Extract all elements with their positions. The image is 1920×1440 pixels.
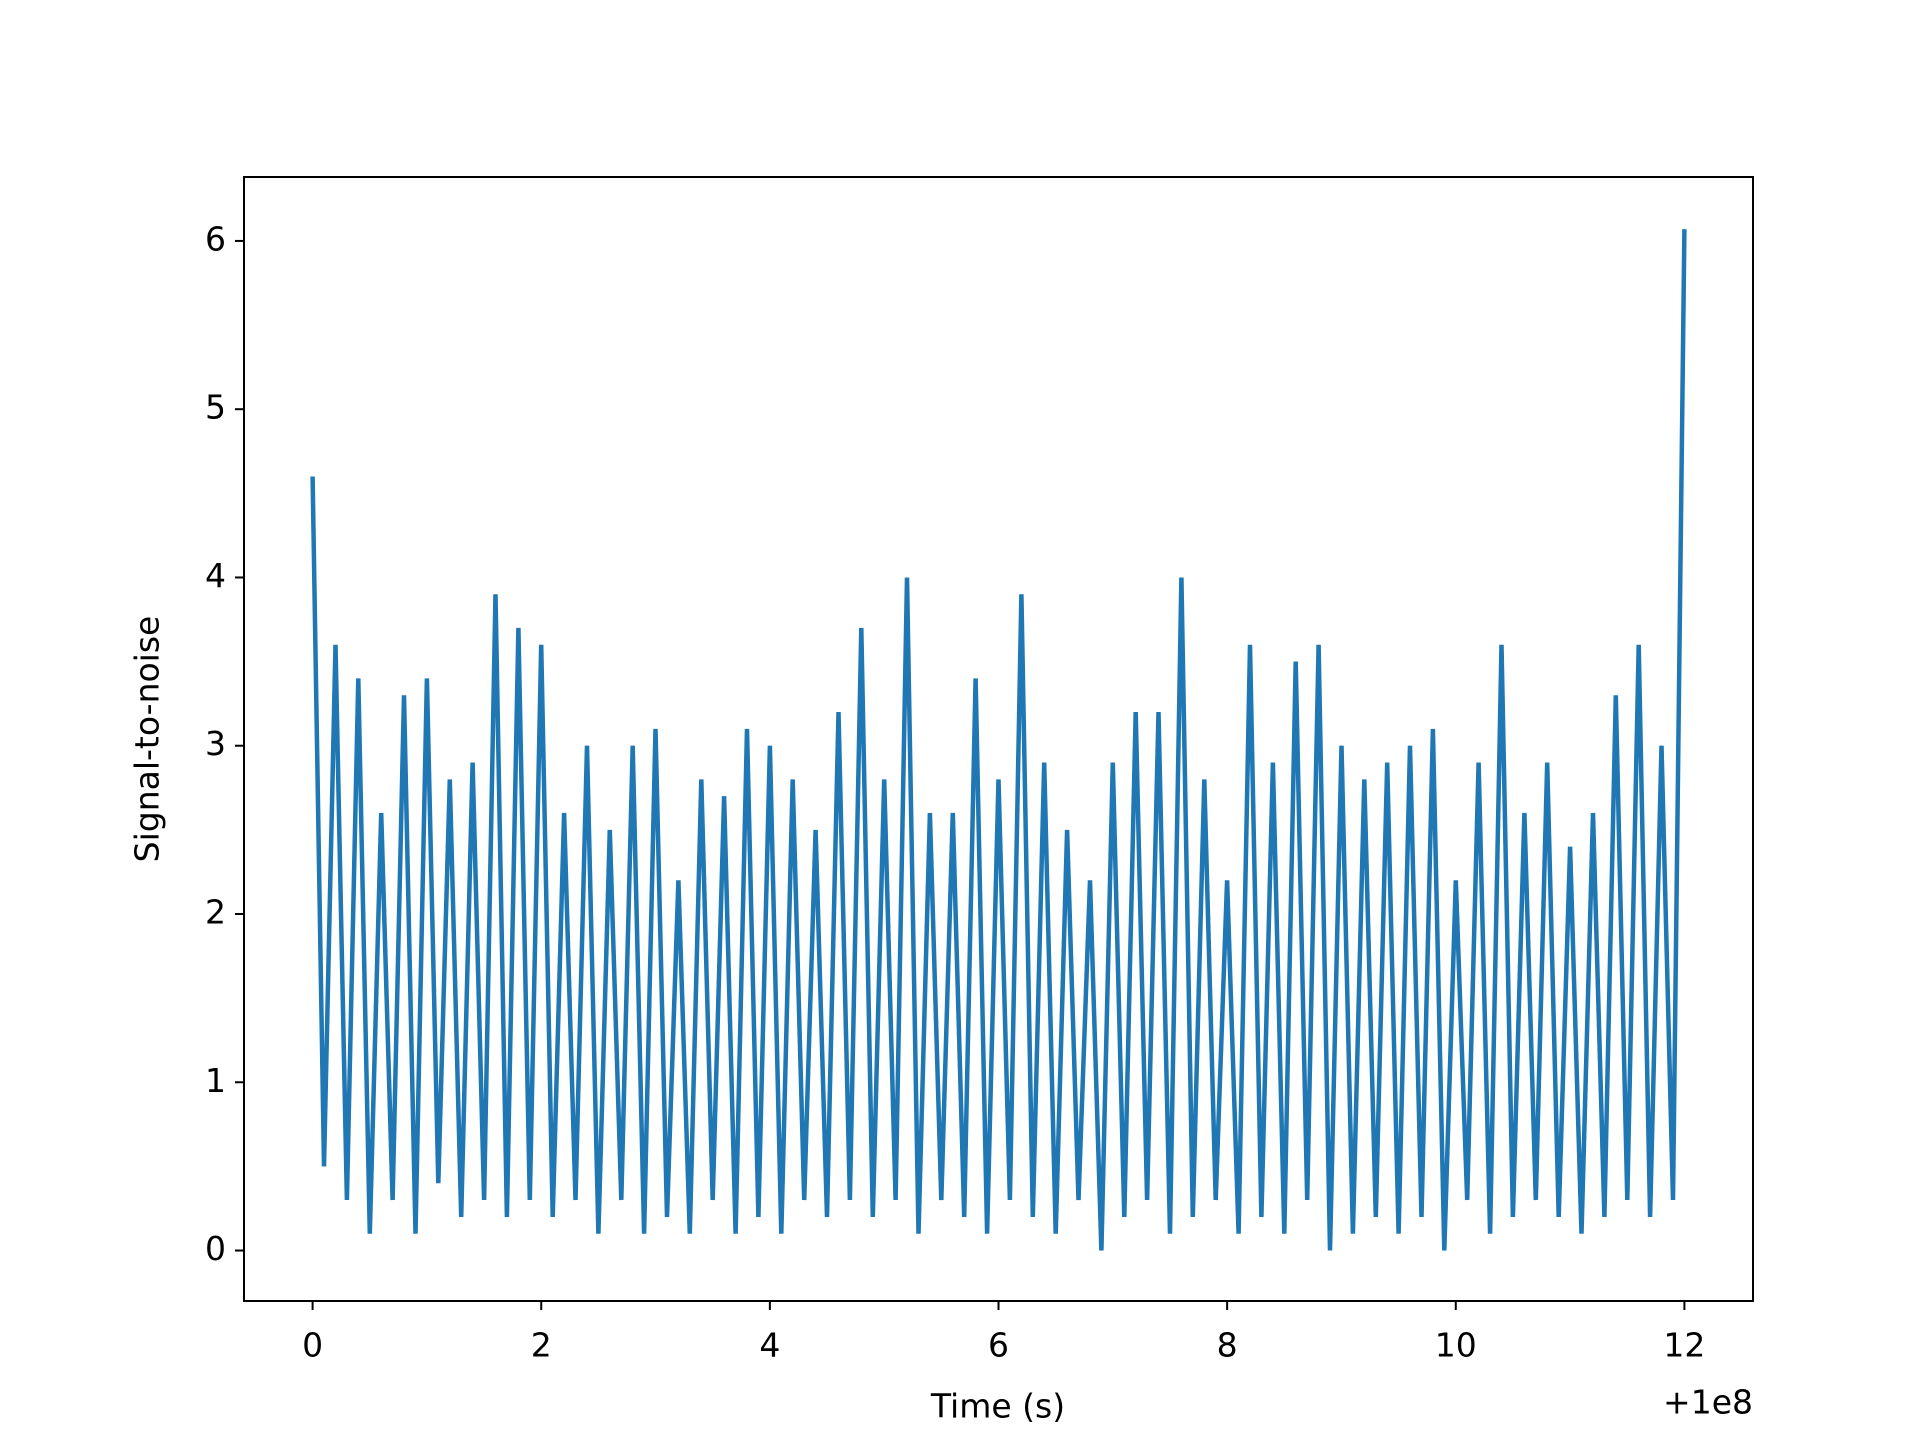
x-tick-label: 8 xyxy=(1217,1326,1238,1365)
x-tick-label: 0 xyxy=(302,1326,323,1365)
y-tick-label: 5 xyxy=(205,388,226,427)
plot-frame xyxy=(243,176,1754,1302)
y-tick-label: 2 xyxy=(205,892,226,931)
y-tick-label: 6 xyxy=(205,219,226,258)
y-axis-label: Signal-to-noise xyxy=(128,616,167,863)
line-series xyxy=(310,229,1687,1251)
x-offset-label: +1e8 xyxy=(1663,1383,1753,1422)
y-tick-label: 3 xyxy=(205,724,226,763)
x-tick-label: 10 xyxy=(1435,1326,1477,1365)
y-tick-label: 4 xyxy=(205,556,226,595)
x-tick-label: 6 xyxy=(988,1326,1009,1365)
y-tick-label: 1 xyxy=(205,1061,226,1100)
x-tick-label: 12 xyxy=(1663,1326,1705,1365)
x-axis-label: Time (s) xyxy=(930,1387,1065,1426)
x-tick-label: 4 xyxy=(759,1326,780,1365)
x-tick-label: 2 xyxy=(531,1326,552,1365)
y-tick-label: 0 xyxy=(205,1229,226,1268)
